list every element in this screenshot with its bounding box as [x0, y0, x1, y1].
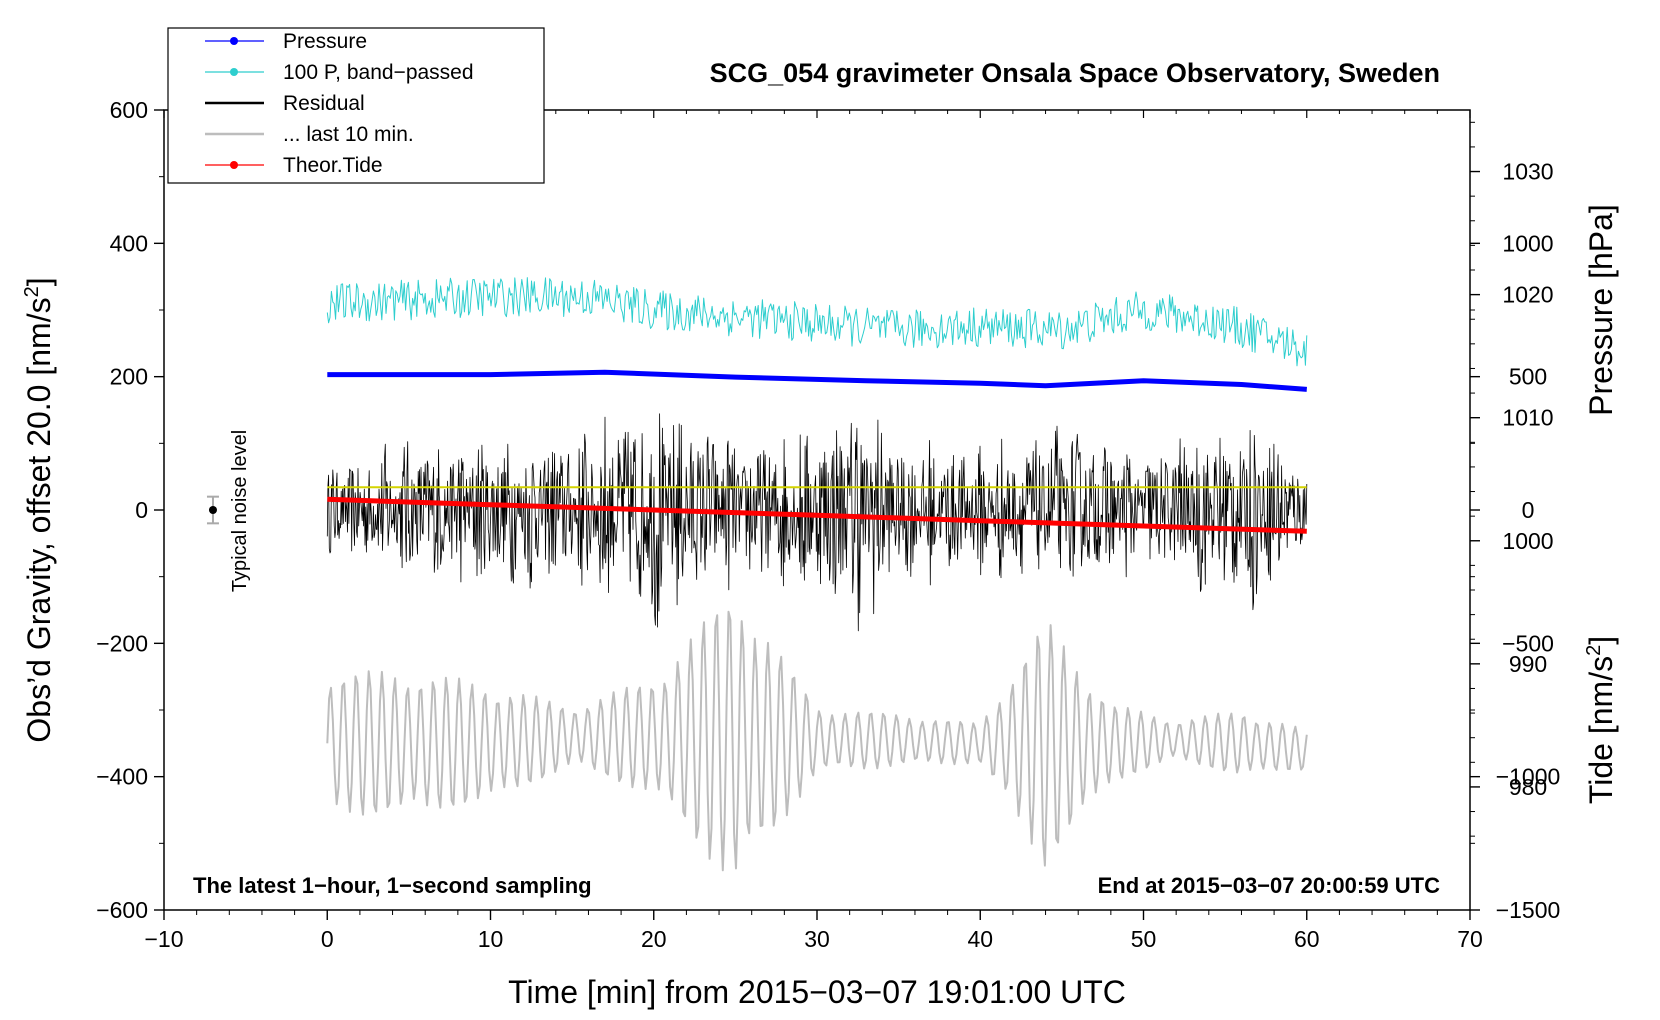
y-left-label-sup: 2 [21, 286, 43, 297]
legend-marker [230, 37, 238, 45]
pressure-axis: 980 990 1000 1010 1020 1030 [1470, 121, 1554, 837]
x-axis-label: Time [min] from 2015−03−07 19:01:00 UTC [508, 974, 1126, 1010]
series-layer [326, 277, 1308, 872]
x-tick-label: 50 [1131, 926, 1157, 952]
tide-label-main: Tide [nm/s [1583, 656, 1619, 804]
x-tick-label: 60 [1294, 926, 1320, 952]
y-left-axis-label: Obs’d Gravity, offset 20.0 [nm/s2] [21, 277, 57, 742]
y-left-tick-label: −600 [96, 897, 148, 923]
plot-area [163, 109, 1471, 911]
tide-tick-label: 500 [1509, 364, 1547, 390]
legend-box [167, 27, 545, 184]
pressure-tick-label: 1000 [1502, 528, 1553, 554]
pressure-tick-label: 990 [1509, 651, 1547, 677]
series-last-10-min [326, 610, 1308, 872]
y-left-label-main: Obs’d Gravity, offset 20.0 [nm/s [21, 297, 57, 742]
tide-axis-label: Tide [nm/s2] [1583, 636, 1619, 804]
y-left-axis: −600 −400 −200 0 200 400 600 [96, 97, 164, 923]
legend-label: 100 P, band−passed [283, 61, 474, 84]
x-tick-label: 10 [478, 926, 504, 952]
y-left-tick-label: 400 [110, 230, 148, 256]
y-left-tick-label: −200 [96, 630, 148, 656]
x-tick-label: 30 [804, 926, 830, 952]
legend-entries: Pressure 100 P, band−passed Residual ... la… [205, 30, 474, 177]
series-theor-tide [327, 496, 1307, 534]
legend-marker [230, 161, 238, 169]
tide-label-sup: 2 [1583, 645, 1605, 656]
noise-level-label: Typical noise level [229, 430, 251, 592]
legend-label: ... last 10 min. [283, 123, 414, 146]
tide-tick-label: −500 [1502, 630, 1554, 656]
pressure-tick-label: 1020 [1502, 282, 1553, 308]
pressure-tick-label: 1010 [1502, 405, 1553, 431]
legend-label: Residual [283, 92, 365, 115]
x-tick-label: 0 [321, 926, 334, 952]
series-100-p-band-passed [326, 277, 1308, 367]
tide-tick-label: 1000 [1502, 230, 1553, 256]
x-tick-label: −10 [144, 926, 183, 952]
annotation-sampling: The latest 1−hour, 1−second sampling [193, 873, 592, 898]
x-tick-label: 40 [967, 926, 993, 952]
series-pressure [327, 369, 1307, 392]
x-tick-label: 20 [641, 926, 667, 952]
x-tick-label: 70 [1457, 926, 1483, 952]
noise-level-marker [206, 495, 219, 525]
pressure-tick-label: 1030 [1502, 159, 1553, 185]
y-left-tick-label: −400 [96, 764, 148, 790]
y-left-tick-label: 200 [110, 364, 148, 390]
y-left-tick-label: 0 [135, 497, 148, 523]
tide-tick-label: −1000 [1496, 764, 1561, 790]
tide-tick-label: −1500 [1496, 897, 1561, 923]
annotation-end-time: End at 2015−03−07 20:00:59 UTC [1098, 873, 1441, 898]
chart-title: SCG_054 gravimeter Onsala Space Observat… [710, 58, 1440, 88]
pressure-axis-label: Pressure [hPa] [1583, 204, 1619, 416]
noise-point [208, 506, 217, 514]
tide-axis: −1500 −1000 −500 0 500 1000 [1470, 230, 1560, 923]
legend-marker [230, 68, 238, 76]
x-axis: −10 0 10 20 30 40 50 60 70 [144, 110, 1483, 952]
tide-label-end: ] [1583, 636, 1619, 645]
y-left-label-end: ] [21, 277, 57, 286]
tide-tick-label: 0 [1522, 497, 1535, 523]
legend: Pressure 100 P, band−passed Residual ... la… [167, 27, 545, 184]
pressure-tick-label: 980 [1509, 774, 1547, 800]
legend-label: Theor.Tide [283, 154, 383, 177]
legend-label: Pressure [283, 30, 367, 53]
y-left-tick-label: 600 [110, 97, 148, 123]
